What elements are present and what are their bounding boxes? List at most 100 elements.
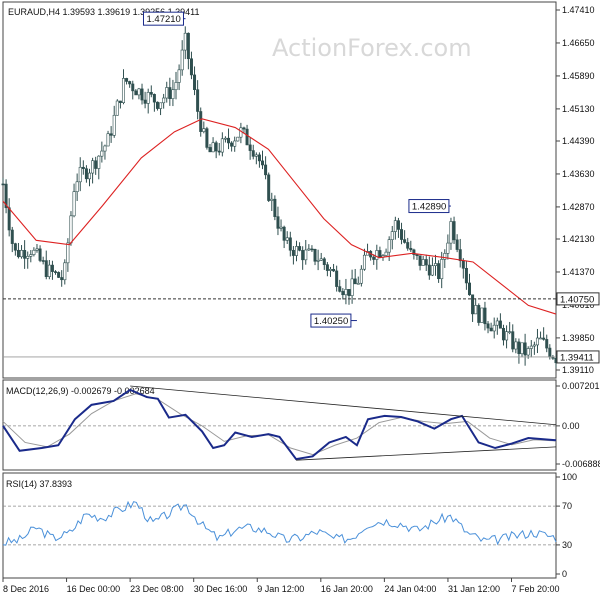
rsi-y-tick-label: 70 (562, 501, 572, 511)
candle-body (353, 278, 357, 285)
candle-body (97, 155, 101, 169)
macd-signal-line (2, 393, 557, 456)
candle-body (60, 277, 64, 281)
price-y-tick-label: 1.42870 (562, 202, 595, 212)
candle-body (57, 272, 61, 278)
rsi-y-tick-label: 100 (562, 472, 577, 482)
candle-body (196, 89, 200, 112)
candle-body (35, 248, 39, 251)
candle-body (310, 248, 314, 251)
candle-body (390, 231, 394, 240)
macd-y-axis: 0.007201 0.00 -0.006888 (556, 381, 600, 469)
x-tick-label: 16 Dec 00:00 (67, 584, 121, 594)
candle-body (239, 127, 243, 138)
candle-body (505, 331, 509, 341)
candle-body (464, 267, 468, 284)
candle-body (372, 256, 376, 260)
candle-body (520, 342, 524, 355)
candle-body (477, 305, 481, 323)
last-price-tag: 1.39411 (560, 352, 594, 363)
candle-body (16, 249, 20, 258)
candle-body (20, 250, 24, 258)
candle-body (32, 249, 36, 255)
candle-body (338, 286, 342, 292)
candle-body (183, 32, 187, 51)
price-y-tick-label: 1.39850 (562, 333, 595, 343)
candle-body (307, 248, 311, 251)
candle-body (180, 49, 184, 71)
candle-body (193, 74, 197, 90)
candle-body (149, 92, 153, 95)
candle-body (325, 264, 329, 271)
candle-body (94, 160, 98, 169)
candle-body (267, 174, 271, 201)
candle-body (424, 259, 428, 266)
x-tick-label: 16 Jan 20:00 (321, 584, 373, 594)
candle-body (437, 263, 441, 280)
macd-y-tick-label: -0.006888 (562, 459, 600, 469)
candle-body (526, 348, 530, 356)
candle-body (378, 250, 382, 258)
candle-body (208, 147, 212, 153)
candle-body (276, 216, 280, 229)
price-layer (1, 26, 558, 369)
macd-layer (2, 385, 557, 461)
candle-body (26, 256, 30, 259)
candle-body (264, 164, 268, 176)
candle-body (29, 254, 33, 257)
candle-body (443, 253, 447, 260)
swing-annotation-label: 1.42890 (412, 202, 446, 213)
candle-body (109, 133, 113, 136)
candle-body (168, 87, 172, 100)
candle-body (146, 92, 150, 104)
candle-body (270, 198, 274, 201)
candle-body (548, 347, 552, 358)
candle-body (152, 94, 156, 103)
candle-body (205, 128, 209, 148)
candle-body (220, 138, 224, 153)
price-y-tick-label: 1.42130 (562, 234, 595, 244)
candle-body (236, 136, 240, 142)
candle-body (344, 289, 348, 296)
candle-body (461, 260, 465, 269)
candle-body (242, 127, 246, 130)
candle-body (393, 220, 397, 232)
candle-body (341, 291, 345, 296)
candle-body (4, 183, 8, 209)
rsi-y-axis: 100 70 30 0 (556, 472, 577, 579)
candle-body (134, 90, 138, 96)
macd-line (2, 388, 557, 461)
candle-body (434, 263, 438, 266)
candle-body (125, 78, 129, 82)
x-tick-label: 8 Dec 2016 (3, 584, 49, 594)
candle-body (486, 323, 490, 329)
candle-body (384, 251, 388, 256)
price-y-tick-label: 1.47410 (562, 5, 595, 15)
candle-body (38, 248, 42, 261)
candle-body (322, 258, 326, 265)
candle-body (474, 305, 478, 315)
candle-body (214, 142, 218, 152)
candle-body (81, 166, 85, 169)
candle-body (69, 215, 73, 244)
candle-body (415, 254, 419, 256)
candle-body (418, 255, 422, 266)
candle-body (88, 172, 92, 180)
candle-body (304, 249, 308, 261)
candle-body (177, 69, 181, 83)
candle-body (328, 268, 332, 271)
candle-body (103, 145, 107, 152)
candle-body (539, 337, 543, 340)
price-y-tick-label: 1.41370 (562, 267, 595, 277)
candle-body (440, 259, 444, 280)
candle-body (1, 183, 5, 186)
candle-body (449, 221, 453, 244)
candle-body (489, 327, 493, 332)
candle-body (495, 320, 499, 326)
candle-body (492, 324, 496, 332)
candle-body (91, 160, 95, 174)
last-price-tag-box (556, 350, 600, 364)
candle-body (100, 150, 104, 157)
candle-body (7, 207, 11, 231)
candle-body (350, 278, 354, 296)
